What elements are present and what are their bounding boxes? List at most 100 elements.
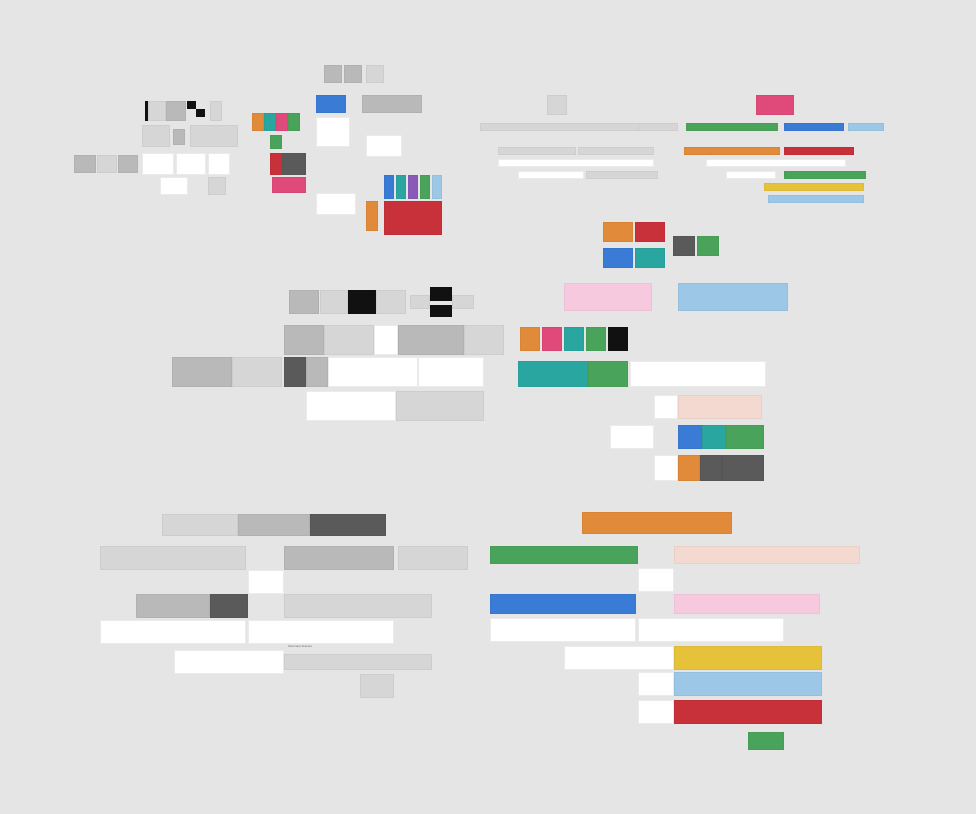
frame-thumbnail[interactable]	[464, 325, 504, 355]
frame-thumbnail[interactable]	[697, 236, 719, 256]
frame-thumbnail[interactable]	[638, 568, 674, 592]
frame-thumbnail[interactable]	[284, 546, 394, 570]
frame-thumbnail[interactable]	[408, 175, 418, 199]
frame-thumbnail[interactable]	[208, 153, 230, 175]
frame-thumbnail[interactable]	[564, 646, 674, 670]
frame-thumbnail[interactable]	[654, 455, 678, 481]
frame-group-top-center[interactable]	[250, 65, 445, 235]
frame-row[interactable]	[784, 123, 844, 131]
frame-thumbnail[interactable]	[635, 222, 665, 242]
frame-row[interactable]	[764, 183, 864, 191]
frame-thumbnail[interactable]	[306, 391, 396, 421]
frame-row[interactable]	[586, 171, 658, 179]
frame-thumbnail[interactable]	[410, 295, 430, 309]
frame-thumbnail[interactable]	[588, 361, 628, 387]
frame-thumbnail[interactable]	[398, 546, 468, 570]
frame-thumbnail[interactable]	[678, 455, 700, 481]
frame-thumbnail[interactable]	[208, 177, 226, 195]
frame-thumbnail[interactable]	[74, 155, 96, 173]
frame-row[interactable]	[518, 171, 584, 179]
frame-thumbnail[interactable]	[324, 325, 374, 355]
frame-thumbnail[interactable]	[678, 395, 762, 419]
frame-thumbnail[interactable]	[320, 290, 348, 314]
frame-thumbnail[interactable]	[148, 101, 166, 121]
frame-thumbnail[interactable]	[430, 305, 452, 317]
frame-thumbnail[interactable]	[700, 455, 722, 481]
frame-thumbnail[interactable]	[638, 672, 674, 696]
frame-thumbnail[interactable]	[635, 248, 665, 268]
frame-thumbnail[interactable]	[638, 700, 674, 724]
frame-thumbnail[interactable]	[176, 153, 206, 175]
frame-thumbnail[interactable]	[748, 732, 784, 750]
frame-thumbnail[interactable]	[272, 177, 306, 193]
frame-thumbnail[interactable]	[210, 594, 248, 618]
frame-thumbnail[interactable]	[360, 674, 394, 698]
frame-thumbnail[interactable]	[490, 618, 636, 642]
frame-thumbnail[interactable]	[608, 327, 628, 351]
frame-group-top-right[interactable]	[478, 95, 888, 205]
frame-thumbnail[interactable]	[366, 65, 384, 83]
frame-thumbnail[interactable]	[162, 514, 238, 536]
frame-thumbnail[interactable]	[603, 248, 633, 268]
frame-row[interactable]	[684, 147, 780, 155]
frame-group-center-right-small[interactable]	[603, 222, 719, 270]
frame-group-bottom-left[interactable]: Summary Frames	[98, 510, 473, 700]
frame-thumbnail[interactable]	[100, 546, 246, 570]
frame-thumbnail[interactable]	[678, 425, 702, 449]
frame-thumbnail[interactable]	[384, 201, 442, 235]
frame-thumbnail[interactable]	[678, 283, 788, 311]
frame-thumbnail[interactable]	[232, 357, 282, 387]
frame-thumbnail[interactable]	[264, 113, 276, 131]
frame-thumbnail[interactable]	[324, 65, 342, 83]
frame-thumbnail[interactable]	[396, 391, 484, 421]
frame-group-top-left[interactable]	[70, 95, 240, 195]
frame-thumbnail[interactable]	[348, 290, 376, 314]
frame-row[interactable]	[848, 123, 884, 131]
frame-thumbnail[interactable]	[173, 129, 185, 145]
frame-thumbnail[interactable]	[374, 325, 398, 355]
frame-row[interactable]	[638, 123, 678, 131]
frame-thumbnail[interactable]	[432, 175, 442, 199]
frame-thumbnail[interactable]	[452, 295, 474, 309]
frame-thumbnail[interactable]	[288, 113, 300, 131]
frame-thumbnail[interactable]	[673, 236, 695, 256]
frame-thumbnail[interactable]	[430, 287, 452, 301]
frame-thumbnail[interactable]	[518, 361, 588, 387]
frame-thumbnail[interactable]	[100, 620, 246, 644]
frame-thumbnail[interactable]	[366, 201, 378, 231]
frame-thumbnail[interactable]	[396, 175, 406, 199]
frame-thumbnail[interactable]	[282, 153, 306, 175]
frame-thumbnail[interactable]	[586, 327, 606, 351]
frame-thumbnail[interactable]	[490, 594, 636, 614]
frame-thumbnail[interactable]	[142, 153, 174, 175]
frame-thumbnail[interactable]	[284, 357, 306, 387]
frame-thumbnail[interactable]	[702, 425, 726, 449]
frame-thumbnail[interactable]	[610, 425, 654, 449]
frame-thumbnail[interactable]	[344, 65, 362, 83]
frame-thumbnail[interactable]	[674, 672, 822, 696]
frame-row[interactable]	[498, 159, 654, 167]
frame-thumbnail[interactable]	[603, 222, 633, 242]
frame-thumbnail[interactable]	[310, 514, 386, 536]
frame-thumbnail[interactable]	[306, 357, 328, 387]
frame-thumbnail[interactable]	[316, 117, 350, 147]
frame-thumbnail[interactable]	[284, 654, 432, 670]
frame-thumbnail[interactable]	[674, 546, 860, 564]
frame-thumbnail[interactable]	[172, 357, 232, 387]
frame-thumbnail[interactable]	[248, 570, 284, 594]
frame-thumbnail[interactable]	[520, 327, 540, 351]
frame-thumbnail[interactable]	[118, 155, 138, 173]
frame-thumbnail[interactable]	[362, 95, 422, 113]
frame-group-middle-right[interactable]	[518, 283, 788, 483]
frame-group-middle-left[interactable]	[170, 285, 510, 425]
frame-row[interactable]	[784, 147, 854, 155]
frame-thumbnail[interactable]	[582, 512, 732, 534]
frame-row[interactable]	[686, 123, 778, 131]
frame-thumbnail[interactable]	[384, 175, 394, 199]
frame-thumbnail[interactable]	[136, 594, 210, 618]
frame-thumbnail[interactable]	[366, 135, 402, 157]
frame-thumbnail[interactable]	[542, 327, 562, 351]
frame-group-bottom-right[interactable]	[488, 510, 863, 750]
frame-thumbnail[interactable]	[674, 700, 822, 724]
